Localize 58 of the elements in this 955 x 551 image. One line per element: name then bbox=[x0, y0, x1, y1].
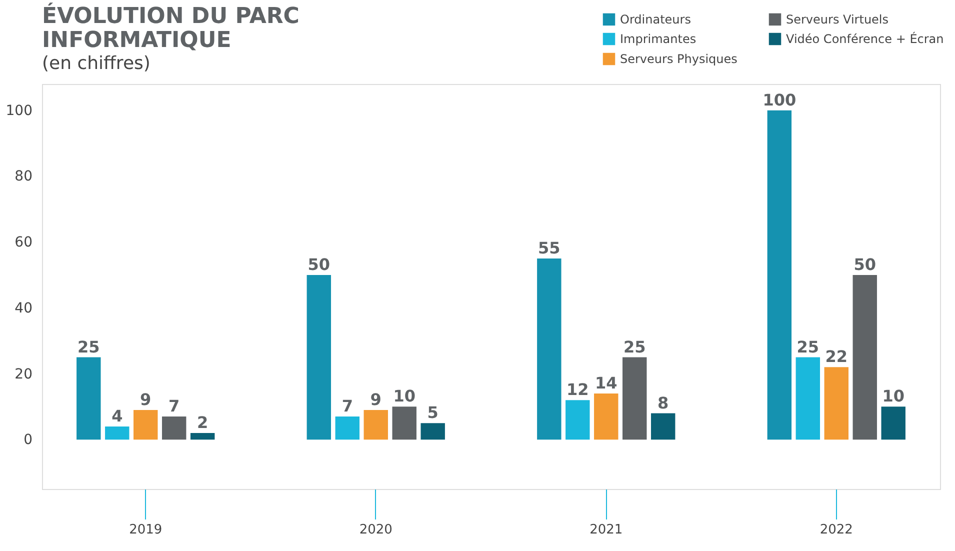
data-label: 5 bbox=[427, 403, 438, 422]
data-label: 50 bbox=[308, 254, 330, 274]
data-label: 2 bbox=[197, 413, 208, 432]
data-label: 25 bbox=[796, 337, 820, 356]
bar bbox=[392, 406, 416, 440]
data-label: 22 bbox=[825, 347, 848, 366]
bar bbox=[76, 357, 101, 440]
data-label: 8 bbox=[658, 393, 669, 412]
bar bbox=[622, 357, 647, 440]
y-tick-label: 100 bbox=[6, 102, 32, 119]
data-label: 25 bbox=[78, 337, 100, 356]
bar bbox=[796, 357, 820, 440]
x-tick-label: 2019 bbox=[129, 522, 162, 538]
bar bbox=[594, 394, 618, 440]
data-label: 9 bbox=[370, 390, 382, 409]
chart-subtitle: (en chiffres) bbox=[42, 53, 150, 74]
bar bbox=[852, 274, 877, 440]
data-label: 9 bbox=[140, 390, 152, 409]
bar bbox=[306, 274, 332, 440]
legend-label: Imprimantes bbox=[620, 32, 696, 46]
x-tick-label: 2021 bbox=[590, 522, 623, 538]
y-tick-label: 60 bbox=[14, 234, 32, 251]
data-label: 50 bbox=[854, 254, 876, 274]
data-label: 55 bbox=[538, 238, 560, 258]
bar bbox=[420, 423, 445, 440]
data-label: 25 bbox=[623, 337, 646, 356]
legend-label: Vidéo Conférence + Écran bbox=[786, 31, 944, 46]
x-tick-label: 2020 bbox=[359, 522, 392, 538]
bar bbox=[767, 110, 792, 440]
bar bbox=[650, 413, 676, 440]
legend-label: Serveurs Physiques bbox=[620, 52, 738, 66]
y-tick-label: 20 bbox=[14, 366, 32, 382]
x-tick-label: 2022 bbox=[820, 522, 853, 538]
bar bbox=[162, 416, 186, 440]
bar bbox=[566, 400, 590, 440]
bar bbox=[881, 406, 906, 440]
data-label: 10 bbox=[882, 386, 904, 406]
bar bbox=[105, 426, 130, 440]
bar bbox=[190, 433, 215, 440]
text: ÉVOLUTION DU PARC bbox=[42, 4, 300, 29]
y-tick-label: 40 bbox=[14, 300, 32, 316]
bar bbox=[134, 410, 158, 440]
y-tick-label: 80 bbox=[14, 168, 32, 185]
legend-label: Ordinateurs bbox=[620, 12, 691, 26]
y-tick-label: 0 bbox=[24, 432, 32, 448]
data-label: 10 bbox=[393, 386, 416, 406]
bar bbox=[537, 258, 562, 440]
bar bbox=[335, 416, 360, 440]
text: INFORMATIQUE bbox=[42, 28, 232, 53]
data-label: 14 bbox=[594, 374, 618, 393]
data-label: 100 bbox=[762, 90, 796, 110]
data-label: 12 bbox=[566, 380, 589, 400]
data-label: 7 bbox=[342, 396, 353, 416]
bar bbox=[364, 410, 388, 440]
legend-label: Serveurs Virtuels bbox=[786, 12, 889, 26]
data-label: 7 bbox=[168, 396, 180, 416]
data-label: 4 bbox=[112, 406, 123, 426]
bar bbox=[824, 367, 848, 440]
